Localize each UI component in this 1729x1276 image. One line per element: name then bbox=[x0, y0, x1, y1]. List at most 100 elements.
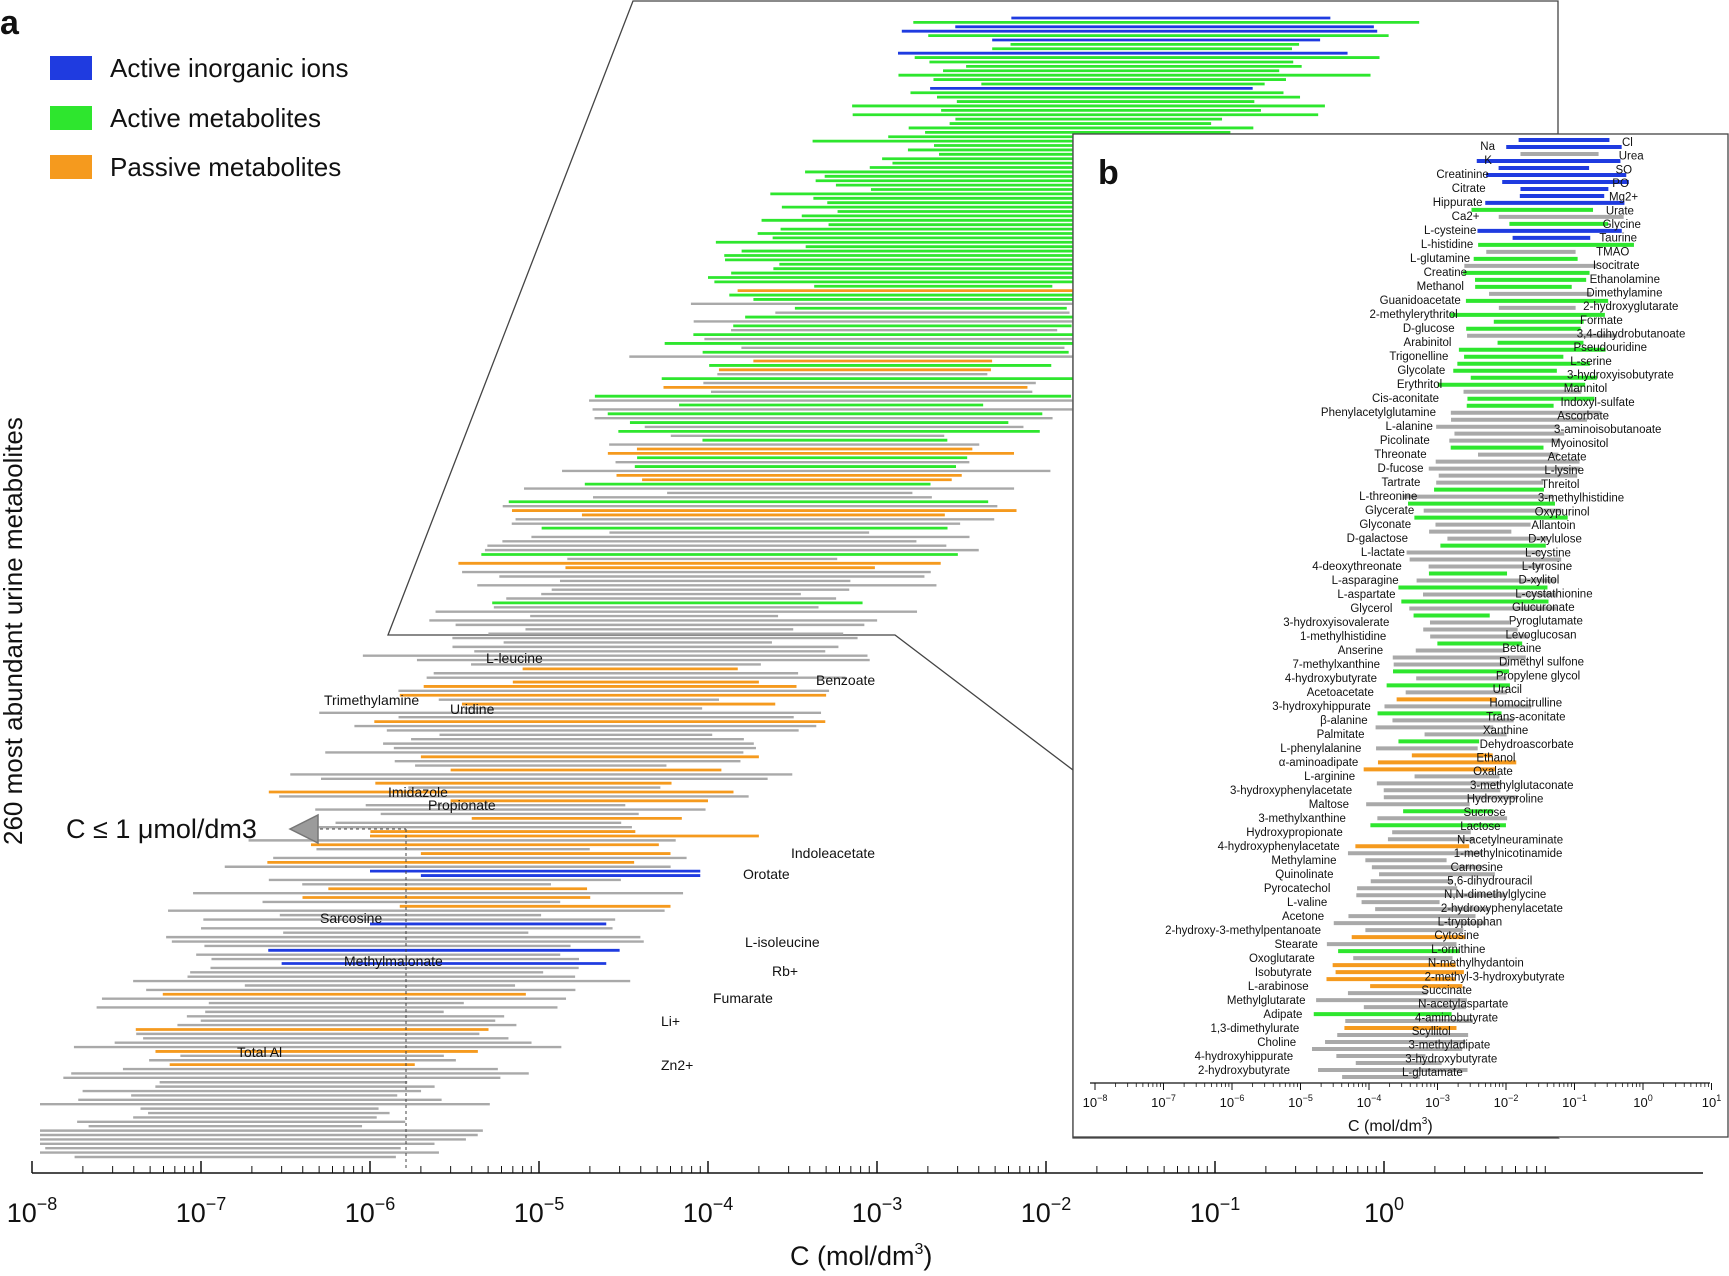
panel-b-label-left: Glyconate bbox=[1359, 519, 1411, 531]
panel-b-tick-label: 10−8 bbox=[1083, 1093, 1108, 1110]
panel-b-label-right: Allantoin bbox=[1531, 520, 1575, 532]
panel-b-label-left: L-aspartate bbox=[1337, 589, 1395, 601]
panel-a-tick-label: 10−7 bbox=[176, 1194, 227, 1228]
legend-label-passive: Passive metabolites bbox=[110, 152, 341, 182]
panel-b-tick-label: 100 bbox=[1633, 1093, 1652, 1110]
panel-a-tick-label: 100 bbox=[1364, 1194, 1404, 1228]
panel-a-x-title-sup: 3 bbox=[915, 1241, 924, 1258]
panel-b-label-left: L-valine bbox=[1287, 897, 1327, 909]
panel-b-tick-label: 10−5 bbox=[1288, 1093, 1313, 1110]
legend-label-active: Active metabolites bbox=[110, 103, 321, 133]
panel-b-label-right: 1-methylnicotinamide bbox=[1454, 848, 1563, 860]
panel-b-label-right: Pyroglutamate bbox=[1509, 616, 1583, 628]
panel-b-label-right: Isocitrate bbox=[1593, 260, 1640, 272]
panel-a-label: Rb+ bbox=[772, 963, 798, 979]
panel-b-label-left: Ca2+ bbox=[1452, 211, 1480, 223]
panel-b-label-left: L-cysteine bbox=[1424, 225, 1476, 237]
panel-b-label-left: 3-hydroxyhippurate bbox=[1272, 701, 1370, 713]
legend-label-inorganic: Active inorganic ions bbox=[110, 53, 348, 83]
panel-b-label-right: Taurine bbox=[1599, 233, 1637, 245]
panel-b-label-right: Xanthine bbox=[1483, 725, 1528, 737]
panel-b-label-left: 7-methylxanthine bbox=[1292, 659, 1380, 671]
panel-b-label-right: Ascorbate bbox=[1557, 411, 1609, 423]
panel-b-x-title-end: ) bbox=[1427, 1118, 1432, 1135]
panel-b-box bbox=[1072, 133, 1729, 1138]
panel-a-label: Benzoate bbox=[816, 672, 875, 688]
panel-a-label: L-isoleucine bbox=[745, 934, 820, 950]
panel-b-label-right: Uracil bbox=[1493, 684, 1522, 696]
panel-a-tick-label: 10−2 bbox=[1021, 1194, 1072, 1228]
panel-b-label-right: Ethanol bbox=[1476, 752, 1515, 764]
panel-b-label-right: TMAO bbox=[1596, 246, 1629, 258]
panel-b-label-left: Arabinitol bbox=[1404, 337, 1452, 349]
panel-b-label-right: 2-methyl-3-hydroxybutyrate bbox=[1425, 971, 1565, 983]
legend: Active inorganic ions Active metabolites… bbox=[50, 53, 348, 182]
panel-b-x-axis-title: C (mol/dm3) bbox=[1348, 1116, 1433, 1135]
panel-a-label: Uridine bbox=[450, 701, 495, 717]
panel-a-bars bbox=[40, 16, 1420, 1159]
panel-b-label-left: L-alanine bbox=[1386, 421, 1433, 433]
panel-b-label-right: SO bbox=[1616, 164, 1633, 176]
panel-b-label-right: 2-hydroxyphenylacetate bbox=[1441, 903, 1563, 915]
panel-b-label-right: Betaine bbox=[1502, 643, 1541, 655]
panel-b-label-right: Oxalate bbox=[1473, 766, 1513, 778]
panel-b-label-right: L-cystathionine bbox=[1515, 588, 1592, 600]
panel-b-label-right: L-glutamate bbox=[1402, 1067, 1463, 1079]
panel-b-label-right: Oxypurinol bbox=[1535, 506, 1590, 518]
panel-b-label-left: L-histidine bbox=[1421, 239, 1473, 251]
panel-b-label-left: Choline bbox=[1257, 1037, 1296, 1049]
panel-b-label-right: N,N-dimethylglycine bbox=[1444, 889, 1546, 901]
panel-b-label-right: Sucrose bbox=[1463, 807, 1505, 819]
panel-b-label-right: Formate bbox=[1580, 315, 1623, 327]
panel-b-label-left: Citrate bbox=[1452, 183, 1486, 195]
panel-b-label-left: Glycerol bbox=[1350, 603, 1392, 615]
panel-b-label-left: Quinolinate bbox=[1275, 869, 1333, 881]
panel-b-label-right: Ethanolamine bbox=[1590, 274, 1660, 286]
panel-b-label-right: Mg2+ bbox=[1609, 192, 1638, 204]
panel-b-label-right: Glucuronate bbox=[1512, 602, 1575, 614]
panel-a-tick-label: 10−4 bbox=[683, 1194, 734, 1228]
panel-b-letter: b bbox=[1098, 154, 1119, 192]
panel-b-label-right: Cytosine bbox=[1434, 930, 1479, 942]
panel-b-label-right: 3-hydroxyisobutyrate bbox=[1567, 370, 1674, 382]
panel-b-label-left: 3-hydroxyisovalerate bbox=[1283, 617, 1389, 629]
panel-b-label-left: 4-deoxythreonate bbox=[1312, 561, 1402, 573]
panel-b-label-right: L-cystine bbox=[1525, 547, 1571, 559]
panel-b-label-left: Phenylacetylglutamine bbox=[1321, 407, 1436, 419]
panel-b-label-right: 5,6-dihydrouracil bbox=[1447, 876, 1532, 888]
panel-b-label-left: L-phenylalanine bbox=[1280, 743, 1361, 755]
panel-b-tick-label: 10−1 bbox=[1562, 1093, 1587, 1110]
panel-b-label-right: Carnosine bbox=[1451, 862, 1503, 874]
panel-b-label-right: 2-hydroxyglutarate bbox=[1583, 301, 1678, 313]
panel-b-x-title-main: C (mol/dm bbox=[1348, 1118, 1422, 1135]
panel-b-label-left: D-fucose bbox=[1378, 463, 1424, 475]
panel-b-label-right: N-acetylaspartate bbox=[1418, 999, 1508, 1011]
panel-b-label-left: 1,3-dimethylurate bbox=[1210, 1023, 1299, 1035]
panel-b-tick-label: 10−2 bbox=[1494, 1093, 1519, 1110]
panel-b-label-left: 3-hydroxyphenylacetate bbox=[1230, 785, 1352, 797]
panel-b-label-left: Picolinate bbox=[1380, 435, 1430, 447]
panel-b-tick-label: 10−4 bbox=[1357, 1093, 1382, 1110]
zoom-outline bbox=[387, 0, 1560, 1139]
panel-b-label-left: D-galactose bbox=[1347, 533, 1408, 545]
panel-b-label-right: Threitol bbox=[1541, 479, 1579, 491]
panel-b-label-right: D-xylulose bbox=[1528, 534, 1582, 546]
legend-swatch-active bbox=[50, 106, 92, 130]
panel-a-tick-label: 10−5 bbox=[514, 1194, 565, 1228]
panel-b-label-right: Homocitrulline bbox=[1489, 698, 1562, 710]
panel-b-label-left: Hippurate bbox=[1433, 197, 1483, 209]
panel-b-label-right: Dimethyl sulfone bbox=[1499, 657, 1584, 669]
panel-b-label-right: Urea bbox=[1619, 151, 1645, 163]
panel-b-label-right: 3-hydroxybutyrate bbox=[1405, 1053, 1497, 1065]
panel-b-label-left: β-alanine bbox=[1320, 715, 1368, 727]
panel-b-label-left: 4-hydroxybutyrate bbox=[1285, 673, 1377, 685]
panel-b-label-right: N-methylhydantoin bbox=[1428, 958, 1524, 970]
panel-b-label-left: L-arginine bbox=[1304, 771, 1355, 783]
panel-a-label: Sarcosine bbox=[320, 910, 382, 926]
panel-b-label-left: Stearate bbox=[1274, 939, 1317, 951]
panel-b-label-left: D-glucose bbox=[1403, 323, 1455, 335]
panel-b-label-left: Cis-aconitate bbox=[1372, 393, 1439, 405]
threshold-arrow-icon bbox=[288, 813, 319, 845]
